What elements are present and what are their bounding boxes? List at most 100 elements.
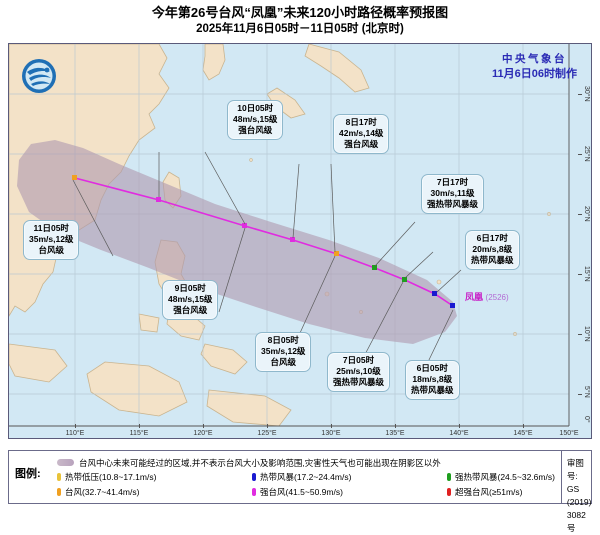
callout-time: 8日17时 [345,117,377,127]
track-point-7d05 [402,277,407,282]
leader-lines [72,151,462,365]
approval-label: 审图号: [566,458,584,481]
lat-tick-0: 0° [583,416,590,423]
callout-wind: 30m/s,11级 [430,188,475,198]
lon-tick-110e: 110°E [65,430,85,437]
lat-tick-5n: 5°N [583,386,590,398]
legend-dot-icon [447,488,451,496]
track-point-9d05 [242,223,247,228]
storm-name-text: 凤凰 [465,292,484,302]
callout-category: 强热带风暴级 [333,377,385,387]
legend-item-label: 热带风暴(17.2~24.4m/s) [260,472,352,482]
legend-cone-text: 台风中心未来可能经过的区域,并不表示台风大小及影响范围,灾害性天气也可能出现在阴… [79,457,441,468]
legend-dot-icon [57,473,61,481]
legend-item-severe-typhoon: 强台风(41.5~50.9m/s) [252,485,447,499]
lat-tick-15n: 15°N [583,266,590,282]
legend-item-label: 台风(32.7~41.4m/s) [65,487,140,497]
callout-category: 热带风暴级 [411,385,454,395]
callout-wind: 35m/s,12级 [29,234,74,244]
callout-time: 7日05时 [342,355,375,365]
track-point-7d17 [372,265,377,270]
legend-content: 图例: 台风中心未来可能经过的区域,并不表示台风大小及影响范围,灾害性天气也可能… [9,451,561,503]
agency-badge: 中央气象台 11月6日06时制作 [492,52,577,82]
callout-wind: 20m/s,8级 [472,244,513,254]
title-main: 今年第26号台风“凤凰”未来120小时路径概率预报图 [151,5,449,20]
callout-9d05[interactable]: 9日05时 48m/s,15级 强台风级 [162,280,219,320]
lon-tick-150e: 150°E [559,430,579,437]
callout-6d17[interactable]: 6日17时 20m/s,8级 热带风暴级 [465,230,520,270]
storm-number-text: (2526) [485,293,509,302]
callout-wind: 48m/s,15级 [233,114,278,124]
lon-tick-145e: 145°E [513,430,533,437]
lon-tick-125e: 125°E [257,430,277,437]
callout-10d05[interactable]: 10日05时 48m/s,15级 强台风级 [227,100,284,140]
lon-tick-135e: 135°E [385,430,405,437]
cma-logo-icon [22,59,56,93]
legend-title: 图例: [15,468,41,480]
storm-name-label: 凤凰 (2526) [465,290,509,303]
lat-tick-10n: 10°N [583,326,590,342]
legend-cone-row: 台风中心未来可能经过的区域,并不表示台风大小及影响范围,灾害性天气也可能出现在阴… [57,455,555,470]
legend-category-grid: 热带低压(10.8~17.1m/s) 热带风暴(17.2~24.4m/s) 强热… [57,470,555,499]
callout-category: 强台风级 [238,125,273,135]
callout-category: 强台风级 [344,139,379,149]
legend-dot-icon [57,488,61,496]
callout-time: 9日05时 [174,283,206,293]
callout-time: 6日17时 [476,233,508,243]
forecast-track[interactable] [9,44,591,438]
track-point-6d17 [432,291,437,296]
callout-time: 10日05时 [237,103,274,113]
legend-item-label: 强热带风暴(24.5~32.6m/s) [455,472,555,482]
legend-item-tropical-depression: 热带低压(10.8~17.1m/s) [57,470,252,484]
cone-swatch-icon [57,459,74,466]
typhoon-forecast-map: 今年第26号台风“凤凰”未来120小时路径概率预报图 2025年11月6日05时… [8,5,592,533]
callout-7d17[interactable]: 7日17时 30m/s,11级 强热带风暴级 [421,174,485,214]
lon-tick-140e: 140°E [449,430,469,437]
legend-item-label: 超强台风(≥51m/s) [455,487,523,497]
callout-time: 8日05时 [267,335,299,345]
callout-wind: 48m/s,15级 [168,294,213,304]
callout-category: 台风级 [38,245,64,255]
map-canvas[interactable]: 中央气象台 11月6日06时制作 凤凰 (2526) 10日05时 48m/s, [8,43,592,439]
callout-11d05[interactable]: 11日05时 35m/s,12级 台风级 [23,220,80,260]
callout-time: 6日05时 [416,363,448,373]
lon-tick-115e: 115°E [129,430,149,437]
callout-wind: 42m/s,14级 [339,128,384,138]
title-subtitle: 2025年11月6日05时－11日05时 (北京时) [196,23,404,35]
lat-tick-20n: 20°N [583,206,590,222]
legend-item-label: 热带低压(10.8~17.1m/s) [65,472,157,482]
callout-7d05[interactable]: 7日05时 25m/s,10级 强热带风暴级 [327,352,391,392]
legend-item-severe-tropical-storm: 强热带风暴(24.5~32.6m/s) [447,470,555,484]
agency-produced-time: 11月6日06时制作 [492,68,577,80]
lon-tick-120e: 120°E [193,430,213,437]
callout-time: 7日17时 [436,177,469,187]
legend-panel: 图例: 台风中心未来可能经过的区域,并不表示台风大小及影响范围,灾害性天气也可能… [8,450,592,533]
callout-category: 强热带风暴级 [427,199,479,209]
current-position-marker [450,303,455,308]
lon-tick-130e: 130°E [321,430,341,437]
agency-name: 中央气象台 [502,53,567,65]
approval-panel: 审图号: GS (2019) 3082号 [560,451,597,533]
callout-wind: 35m/s,12级 [261,346,306,356]
legend-item-tropical-storm: 热带风暴(17.2~24.4m/s) [252,470,447,484]
callout-8d17[interactable]: 8日17时 42m/s,14级 强台风级 [333,114,390,154]
callout-category: 强台风级 [173,305,208,315]
legend-item-label: 强台风(41.5~50.9m/s) [260,487,343,497]
legend-item-super-typhoon: 超强台风(≥51m/s) [447,485,555,499]
approval-number: GS (2019) 3082号 [566,484,592,533]
callout-category: 热带风暴级 [471,255,514,265]
lat-tick-30n: 30°N [583,86,590,102]
callout-6d05[interactable]: 6日05时 18m/s,8级 热带风暴级 [405,360,460,400]
callout-8d05[interactable]: 8日05时 35m/s,12级 台风级 [255,332,312,372]
legend-item-typhoon: 台风(32.7~41.4m/s) [57,485,252,499]
callout-wind: 18m/s,8级 [412,374,453,384]
callout-category: 台风级 [270,357,296,367]
callout-wind: 25m/s,10级 [336,366,381,376]
legend-dot-icon [252,488,256,496]
track-point-8d17 [290,237,295,242]
callout-time: 11日05时 [33,223,69,233]
track-point-10d05 [156,197,161,202]
legend-dot-icon [447,473,451,481]
lat-tick-25n: 25°N [583,146,590,162]
track-point-11d05 [72,175,77,180]
